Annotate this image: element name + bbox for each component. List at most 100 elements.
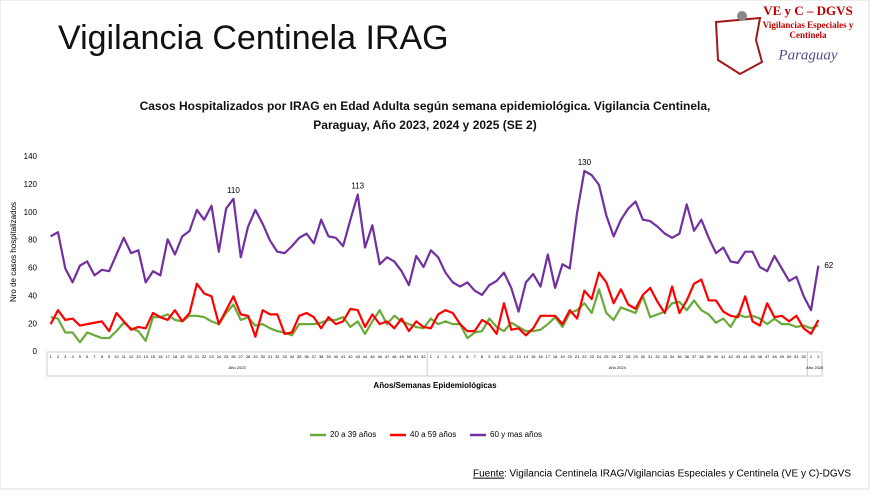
y-tick-label: 100: [24, 208, 38, 217]
x-tick-label: 28: [246, 354, 251, 359]
x-tick-label: 42: [348, 354, 353, 359]
x-tick-label: 7: [93, 354, 96, 359]
x-tick-label: 41: [721, 354, 726, 359]
x-tick-label: 20: [568, 354, 573, 359]
x-tick-label: 44: [363, 354, 368, 359]
x-tick-label: 11: [122, 354, 127, 359]
x-tick-label: 18: [173, 354, 178, 359]
x-tick-label: 16: [158, 354, 163, 359]
x-tick-label: 45: [370, 354, 375, 359]
x-tick-label: 14: [143, 354, 148, 359]
x-tick-label: 31: [648, 354, 653, 359]
x-tick-label: 37: [692, 354, 697, 359]
x-tick-label: 32: [655, 354, 660, 359]
y-tick-label: 0: [33, 347, 38, 356]
x-tick-label: 2: [437, 354, 440, 359]
x-tick-label: 24: [597, 354, 602, 359]
x-tick-label: 36: [304, 354, 309, 359]
logo-title: VE y C – DGVS: [763, 3, 853, 18]
x-tick-label: 16: [538, 354, 543, 359]
x-tick-label: 25: [224, 354, 229, 359]
x-tick-label: 12: [129, 354, 134, 359]
x-tick-label: 17: [546, 354, 551, 359]
x-tick-label: 2: [817, 354, 820, 359]
x-tick-label: 36: [685, 354, 690, 359]
legend-label: 40 a 59 años: [410, 430, 456, 439]
x-tick-label: 15: [151, 354, 156, 359]
logo-shape: [714, 16, 764, 76]
x-tick-label: 34: [290, 354, 295, 359]
x-tick-label: 9: [108, 354, 111, 359]
x-tick-label: 8: [101, 354, 104, 359]
x-tick-label: 25: [604, 354, 609, 359]
x-tick-label: 7: [474, 354, 477, 359]
logo-text: Centinela: [790, 30, 827, 40]
chart-subtitle: Paraguay, Año 2023, 2024 y 2025 (SE 2): [313, 118, 536, 132]
x-tick-label: 3: [64, 354, 67, 359]
x-tick-label: 49: [780, 354, 785, 359]
x-tick-label: 30: [260, 354, 265, 359]
x-tick-label: 20: [187, 354, 192, 359]
legend-label: 20 a 39 años: [330, 430, 376, 439]
x-tick-label: 21: [575, 354, 580, 359]
y-tick-label: 20: [28, 319, 37, 328]
x-tick-label: 5: [459, 354, 462, 359]
x-tick-label: 14: [524, 354, 529, 359]
x-tick-label: 50: [407, 354, 412, 359]
x-tick-label: 11: [502, 354, 507, 359]
x-tick-label: 46: [758, 354, 763, 359]
x-tick-label: 1: [430, 354, 433, 359]
x-tick-label: 37: [312, 354, 317, 359]
x-tick-label: 45: [750, 354, 755, 359]
x-tick-label: 26: [611, 354, 616, 359]
x-tick-label: 47: [765, 354, 770, 359]
x-tick-label: 29: [633, 354, 638, 359]
x-tick-label: 23: [209, 354, 214, 359]
x-tick-label: 3: [444, 354, 447, 359]
data-label: 110: [227, 186, 240, 195]
x-tick-label: 52: [421, 354, 426, 359]
year-label: Año 2025: [806, 365, 824, 370]
x-tick-label: 39: [706, 354, 711, 359]
x-tick-label: 35: [677, 354, 682, 359]
chart-title: Casos Hospitalizados por IRAG en Edad Ad…: [140, 99, 711, 113]
x-tick-label: 40: [714, 354, 719, 359]
x-tick-label: 22: [582, 354, 587, 359]
x-tick-label: 27: [239, 354, 244, 359]
logo-text: Vigilancias Especiales y: [763, 20, 854, 30]
x-tick-label: 22: [202, 354, 207, 359]
y-tick-label: 60: [28, 264, 37, 273]
data-label: 113: [351, 182, 364, 191]
x-tick-label: 24: [217, 354, 222, 359]
x-tick-label: 23: [589, 354, 594, 359]
x-tick-label: 10: [494, 354, 499, 359]
x-tick-label: 5: [79, 354, 82, 359]
x-axis-label: Años/Semanas Epidemiológicas: [373, 381, 497, 390]
x-tick-label: 51: [794, 354, 799, 359]
source-label: Fuente: [473, 469, 505, 480]
legend-label: 60 y mas años: [490, 430, 542, 439]
x-tick-label: 10: [114, 354, 119, 359]
y-axis-label: Nro de casos hospitalizados: [9, 202, 18, 302]
x-tick-label: 33: [282, 354, 287, 359]
x-tick-label: 13: [516, 354, 521, 359]
data-label: 62: [824, 261, 833, 270]
x-tick-label: 52: [801, 354, 806, 359]
series-line: [49, 271, 820, 338]
x-tick-label: 19: [560, 354, 565, 359]
source-text: : Vigilancia Centinela IRAG/Vigilancias …: [504, 469, 851, 480]
year-label: Año 2023: [229, 365, 247, 370]
x-tick-label: 48: [392, 354, 397, 359]
x-tick-label: 12: [509, 354, 514, 359]
logo-country: Paraguay: [777, 47, 838, 63]
x-tick-label: 1: [50, 354, 53, 359]
x-tick-label: 4: [71, 354, 74, 359]
x-tick-label: 13: [136, 354, 141, 359]
x-tick-label: 47: [385, 354, 390, 359]
x-tick-label: 50: [787, 354, 792, 359]
x-tick-label: 6: [86, 354, 89, 359]
x-tick-label: 38: [699, 354, 704, 359]
x-tick-label: 51: [414, 354, 419, 359]
